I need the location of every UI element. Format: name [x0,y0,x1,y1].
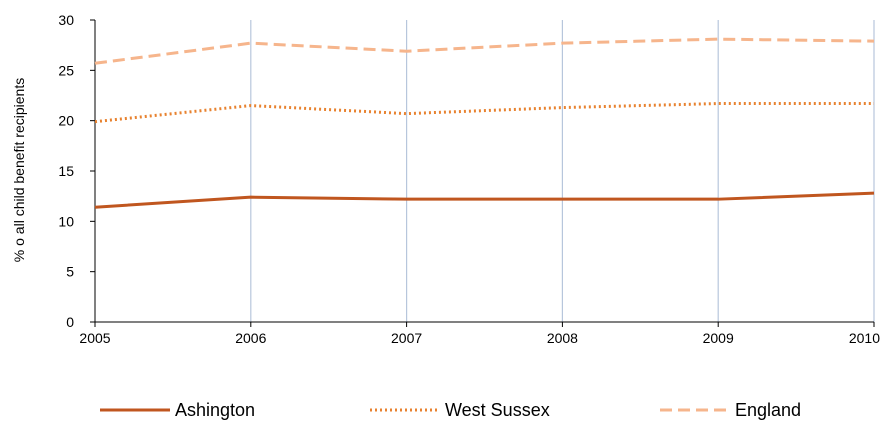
y-tick-label: 15 [58,163,74,179]
legend: Ashington West Sussex England [100,400,801,420]
series-line-england [94,37,875,65]
y-tick-label: 5 [66,264,74,280]
legend-label: Ashington [175,400,255,420]
x-tick-label: 2008 [547,330,578,346]
x-tick-label: 2010 [849,330,880,346]
series-line-ashington [94,191,875,209]
x-axis-ticks: 2005 2006 2007 2008 2009 2010 [79,322,880,346]
x-tick-label: 2009 [703,330,734,346]
y-tick-label: 10 [58,213,74,229]
x-tick-label: 2005 [79,330,110,346]
legend-label: England [735,400,801,420]
gridlines [250,20,875,322]
y-axis-title: % o all child benefit recipients [11,78,27,262]
series-line-west-sussex [94,102,874,124]
y-tick-label: 20 [58,113,74,129]
y-axis-ticks: 0 5 10 15 20 25 30 [58,12,95,330]
x-tick-label: 2007 [391,330,422,346]
y-tick-label: 0 [66,314,74,330]
x-tick-label: 2006 [235,330,266,346]
y-tick-label: 25 [58,62,74,78]
axes [94,20,874,323]
y-tick-label: 30 [58,12,74,28]
series-lines [94,37,875,209]
legend-label: West Sussex [445,400,550,420]
